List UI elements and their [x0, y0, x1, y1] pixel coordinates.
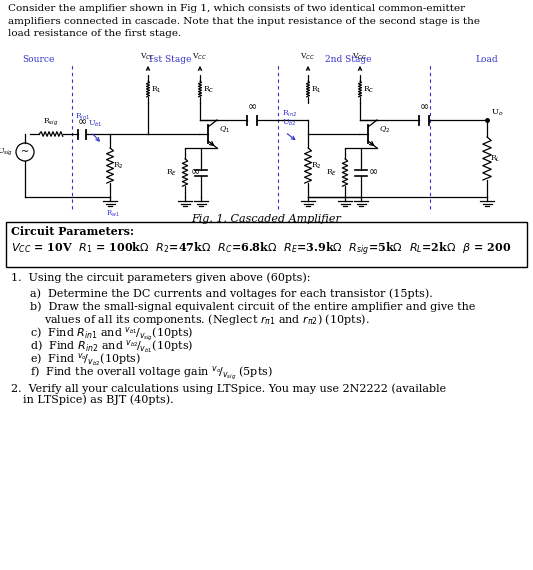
Text: U$_{b2}$: U$_{b2}$: [282, 117, 297, 128]
Text: ∞: ∞: [247, 102, 256, 112]
Text: R$_C$: R$_C$: [363, 85, 375, 95]
Text: R$_{sig}$: R$_{sig}$: [43, 117, 59, 128]
Text: R$_C$: R$_C$: [203, 85, 215, 95]
Text: V$_{CC}$: V$_{CC}$: [301, 51, 316, 62]
Text: b)  Draw the small-signal equivalent circuit of the entire amplifier and give th: b) Draw the small-signal equivalent circ…: [30, 301, 475, 312]
Text: V$_{CC}$: V$_{CC}$: [352, 51, 368, 62]
Text: R$_{in1}$: R$_{in1}$: [75, 112, 91, 122]
Text: 2nd Stage: 2nd Stage: [325, 55, 372, 64]
Text: R$_2$: R$_2$: [113, 160, 124, 171]
Text: R$_2$: R$_2$: [311, 160, 322, 171]
Text: R$_1$: R$_1$: [151, 85, 161, 95]
Text: Q$_2$: Q$_2$: [379, 125, 390, 135]
Text: Consider the amplifier shown in Fig 1, which consists of two identical common-em: Consider the amplifier shown in Fig 1, w…: [8, 4, 480, 38]
Text: ∞: ∞: [369, 168, 378, 177]
Text: 2.  Verify all your calculations using LTSpice. You may use 2N2222 (available: 2. Verify all your calculations using LT…: [11, 383, 446, 393]
Text: U$_{b1}$: U$_{b1}$: [88, 119, 103, 129]
Text: R$_E$: R$_E$: [166, 167, 177, 178]
Text: ∞: ∞: [190, 168, 200, 177]
Text: 1st Stage: 1st Stage: [148, 55, 192, 64]
Text: V$_{CC}$: V$_{CC}$: [192, 51, 207, 62]
Text: ∞: ∞: [419, 102, 429, 112]
Text: d)  Find $R_{in2}$ and $^{v_{b2}}\!/_{v_{b1}}$(10pts): d) Find $R_{in2}$ and $^{v_{b2}}\!/_{v_{…: [30, 339, 193, 356]
Text: R$_E$: R$_E$: [326, 167, 337, 178]
Text: U$_o$: U$_o$: [491, 108, 504, 118]
Text: Fig. 1. Cascaded Amplifier: Fig. 1. Cascaded Amplifier: [191, 214, 341, 224]
Text: ∞: ∞: [77, 117, 87, 127]
Text: Load: Load: [475, 55, 498, 64]
Text: R$_L$: R$_L$: [490, 153, 500, 164]
Text: U$_{sig}$: U$_{sig}$: [0, 146, 13, 157]
Text: ~: ~: [21, 147, 29, 157]
Text: Source: Source: [22, 55, 54, 64]
Text: in LTSpice) as BJT (40pts).: in LTSpice) as BJT (40pts).: [23, 394, 174, 405]
Text: e)  Find $^{v_o}\!/_{v_{b2}}$(10pts): e) Find $^{v_o}\!/_{v_{b2}}$(10pts): [30, 352, 141, 368]
Text: Circuit Parameters:: Circuit Parameters:: [11, 226, 134, 237]
Text: c)  Find $R_{in1}$ and $^{v_{b1}}\!/_{v_{sig}}$(10pts): c) Find $R_{in1}$ and $^{v_{b1}}\!/_{v_{…: [30, 326, 193, 344]
Text: $V_{CC}$ = 10V  $R_1$ = 100k$\Omega$  $R_2$=47k$\Omega$  $R_C$=6.8k$\Omega$  $R_: $V_{CC}$ = 10V $R_1$ = 100k$\Omega$ $R_2…: [11, 241, 511, 258]
Text: 1.  Using the circuit parameters given above (60pts):: 1. Using the circuit parameters given ab…: [11, 272, 311, 283]
Text: R$_{in2}$: R$_{in2}$: [282, 108, 297, 119]
Text: a)  Determine the DC currents and voltages for each transistor (15pts).: a) Determine the DC currents and voltage…: [30, 288, 433, 299]
Text: f)  Find the overall voltage gain $^{v_o}\!/_{v_{sig}}$ (5pts): f) Find the overall voltage gain $^{v_o}…: [30, 365, 273, 382]
Text: Q$_1$: Q$_1$: [219, 125, 230, 135]
Text: R$_{w1}$: R$_{w1}$: [106, 209, 120, 219]
Text: V$_{CC}$: V$_{CC}$: [140, 51, 156, 62]
Text: R$_1$: R$_1$: [311, 85, 322, 95]
Text: values of all its components. (Neglect $r_{\pi 1}$ and $r_{\pi 2}$) (10pts).: values of all its components. (Neglect $…: [44, 312, 369, 327]
Bar: [6, 222, 527, 267]
